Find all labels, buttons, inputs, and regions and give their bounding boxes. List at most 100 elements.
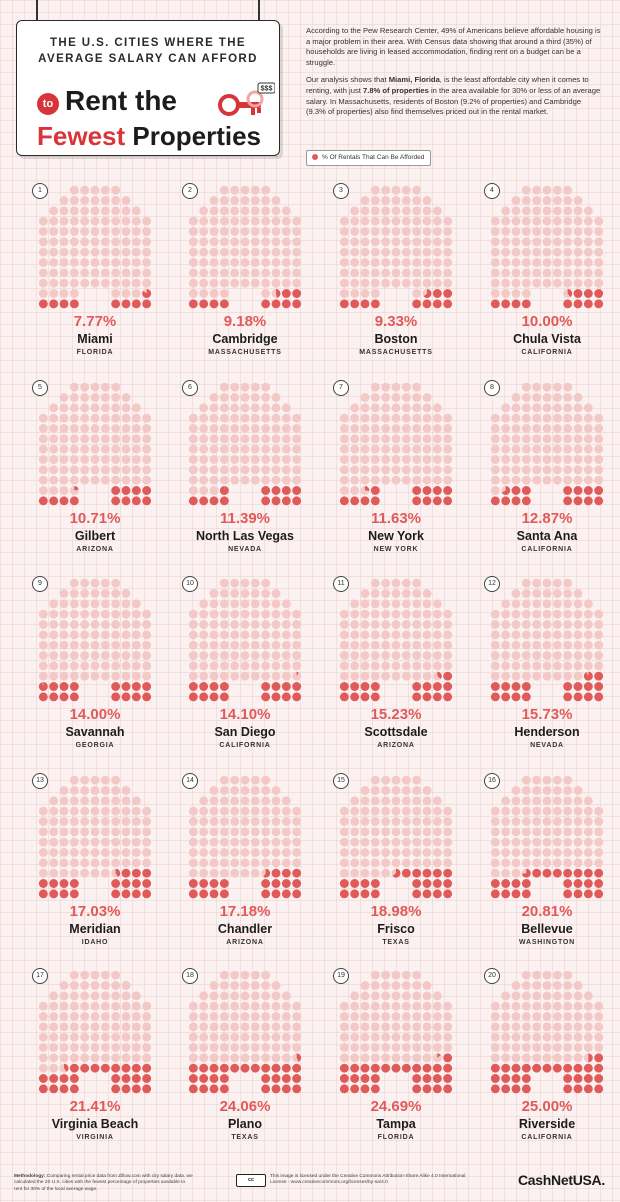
empty-dot [360,1053,370,1063]
empty-dot [350,465,360,475]
empty-dot [521,424,531,433]
empty-dot [552,578,562,588]
empty-dot [521,806,531,816]
empty-dot [90,382,100,392]
empty-dot [49,609,59,619]
empty-dot [240,434,250,444]
filled-dot [142,868,152,878]
empty-dot [90,413,100,423]
filled-dot [261,682,271,691]
empty-dot [240,258,250,267]
empty-dot [511,393,521,402]
empty-dot [532,247,542,257]
empty-dot [100,868,110,878]
empty-dot [360,630,370,640]
empty-dot [532,444,542,454]
empty-dot [360,237,370,247]
empty-dot [69,806,79,816]
filled-dot [422,889,432,899]
empty-dot [100,1053,110,1063]
empty-dot [188,837,198,847]
empty-dot [69,837,79,847]
empty-dot [521,991,531,1001]
empty-dot [350,278,360,288]
empty-dot [111,661,121,671]
empty-dot [111,796,121,806]
filled-dot [188,692,198,702]
empty-dot [111,620,121,629]
empty-dot [370,806,380,816]
empty-dot [370,661,380,671]
percent-value: 25.00% [521,1098,573,1115]
empty-dot [69,578,79,588]
empty-dot [370,981,380,990]
empty-dot [511,848,521,857]
empty-dot [271,247,281,257]
empty-dot [142,227,152,236]
empty-dot [59,848,69,857]
empty-dot [121,475,131,485]
empty-dot [281,609,291,619]
state-name: MASSACHUSETTS [359,349,433,356]
empty-dot [521,258,531,267]
empty-dot [271,1032,281,1042]
license-text: This image is licensed under the Creativ… [270,1174,466,1186]
filled-dot [121,496,131,506]
filled-dot [219,692,229,702]
empty-dot [350,1001,360,1011]
empty-dot [111,196,121,205]
empty-dot [339,640,349,650]
filled-dot [594,682,604,691]
empty-dot [594,434,604,444]
rank-badge: 1 [32,183,48,199]
empty-dot [250,434,260,444]
state-name: NEVADA [228,546,262,553]
filled-dot [38,692,48,702]
empty-dot [443,620,453,629]
empty-dot [381,227,391,236]
empty-dot [240,796,250,806]
state-name: MASSACHUSETTS [208,349,282,356]
rank-badge: 6 [182,380,198,396]
empty-dot [542,671,552,681]
filled-dot [121,486,131,495]
empty-dot [59,393,69,402]
empty-dot [490,278,500,288]
empty-dot [69,1012,79,1021]
empty-dot [381,970,391,980]
empty-dot [271,403,281,413]
empty-dot [422,444,432,454]
empty-dot [552,206,562,216]
empty-dot [401,1053,411,1063]
empty-dot [121,1032,131,1042]
filled-dot [563,299,573,309]
filled-dot [281,1063,291,1073]
city-card: 1 7.77% Miami FLORIDA [20,183,170,379]
filled-dot [490,1063,500,1073]
empty-dot [401,848,411,857]
empty-dot [80,393,90,402]
empty-dot [583,837,593,847]
empty-dot [199,465,209,475]
filled-dot [188,1074,198,1083]
empty-dot [111,247,121,257]
empty-dot [59,599,69,609]
empty-dot [292,413,302,423]
empty-dot [401,444,411,454]
empty-dot [219,434,229,444]
empty-dot [432,1043,442,1052]
empty-dot [542,609,552,619]
empty-dot [131,1022,141,1032]
filled-dot [370,496,380,506]
empty-dot [100,827,110,837]
filled-dot [199,496,209,506]
empty-dot [250,970,260,980]
empty-dot [240,1053,250,1063]
empty-dot [573,651,583,660]
empty-dot [583,413,593,423]
empty-dot [121,1053,131,1063]
empty-dot [49,434,59,444]
empty-dot [199,848,209,857]
empty-dot [552,1022,562,1032]
empty-dot [360,796,370,806]
